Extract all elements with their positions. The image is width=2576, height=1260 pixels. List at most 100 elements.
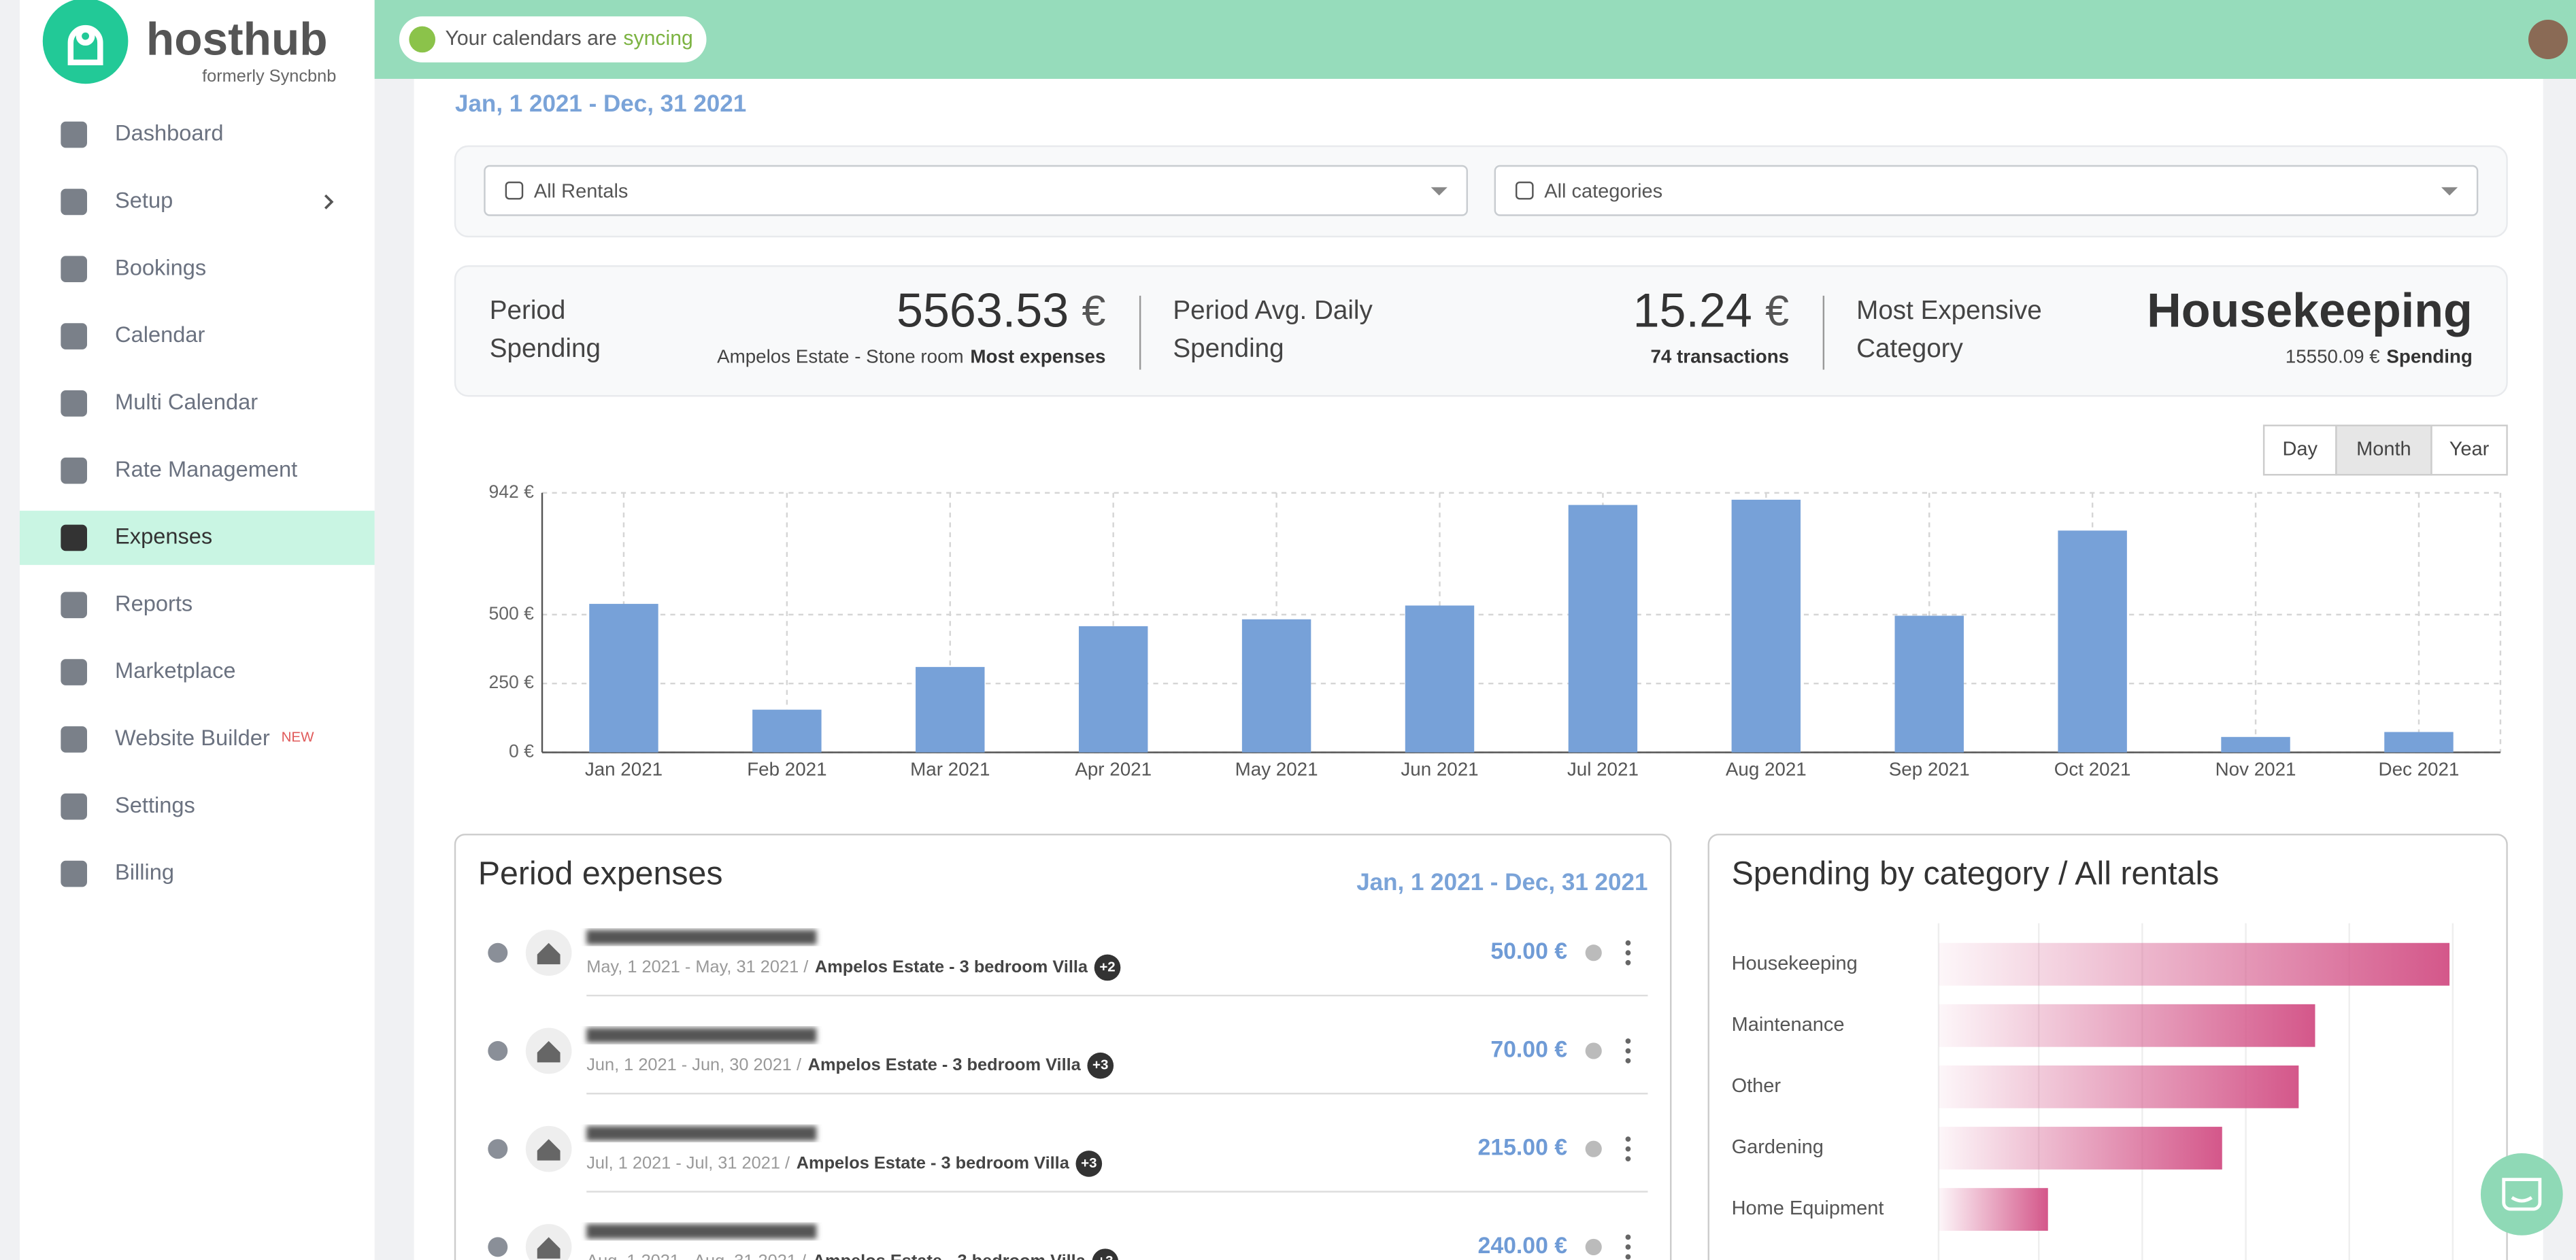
nav-icon	[61, 323, 88, 350]
nav-label: Reports	[115, 590, 193, 615]
nav-item[interactable]: Multi Calendar	[61, 389, 258, 417]
category-icon[interactable]	[1585, 944, 1602, 961]
nav-label: Calendar	[115, 322, 205, 347]
menu-dot[interactable]	[1625, 940, 1631, 946]
select-icon	[505, 181, 524, 200]
category-icon[interactable]	[1585, 1140, 1602, 1157]
expense-rental: Ampelos Estate - 3 bedroom Villa	[813, 1251, 1086, 1260]
bar	[2221, 736, 2290, 753]
menu-dot[interactable]	[1625, 1244, 1631, 1250]
toggle-button[interactable]	[2335, 424, 2432, 476]
y-tick-label: 500 €	[488, 603, 534, 624]
blurred-title	[586, 930, 817, 945]
avatar[interactable]	[2528, 19, 2568, 59]
date-range: Jan, 1 2021 - Dec, 31 2021	[455, 90, 746, 117]
extra-badge	[1087, 1052, 1114, 1079]
expense-rental: Ampelos Estate - 3 bedroom Villa	[808, 1055, 1082, 1074]
menu-dot[interactable]	[1625, 1234, 1631, 1240]
sync-pill	[399, 16, 707, 63]
toggle-button[interactable]	[2430, 424, 2508, 476]
stat-note-text: Ampelos Estate - Stone room	[717, 346, 964, 367]
nav-item[interactable]: Billing	[61, 859, 174, 887]
menu-dot[interactable]	[1625, 1136, 1631, 1142]
rental-icon	[537, 1237, 561, 1259]
menu-dot[interactable]	[1625, 1146, 1631, 1152]
extra-badge	[1094, 954, 1121, 981]
bar	[1938, 942, 2450, 986]
stat-value: 5563.53 €	[897, 284, 1105, 337]
bar	[1405, 605, 1475, 753]
select-caret	[1431, 187, 1448, 196]
chat-button[interactable]	[2480, 1153, 2563, 1236]
nav-item[interactable]: Marketplace	[61, 658, 236, 685]
menu-dot[interactable]	[1625, 1058, 1631, 1063]
rental-icon	[537, 1040, 561, 1063]
nav-label: Expenses	[115, 524, 212, 549]
bullet	[488, 942, 508, 963]
expense-amount: 50.00 €	[1490, 938, 1567, 964]
bar	[1894, 615, 1964, 753]
nav-item[interactable]: Reports	[61, 590, 193, 619]
bar	[1241, 619, 1311, 753]
nav-badge: NEW	[282, 729, 314, 745]
category-icon[interactable]	[1585, 1042, 1602, 1059]
toggle-button[interactable]	[2262, 424, 2337, 476]
nav-item[interactable]: Settings	[61, 792, 195, 820]
select[interactable]	[484, 165, 1468, 216]
x-tick-label: Mar 2021	[910, 758, 990, 779]
bullet	[488, 1237, 508, 1257]
sync-label: Your calendars are	[446, 27, 617, 50]
bar	[2384, 732, 2454, 753]
bar	[2058, 530, 2127, 753]
nav-item[interactable]: Setup	[61, 188, 334, 216]
stat-note: 74 transactions	[1650, 346, 1789, 367]
rental-icon	[537, 1139, 561, 1161]
x-tick-label: Dec 2021	[2379, 758, 2460, 779]
nav-label: Rate Management	[115, 456, 297, 481]
menu-dot[interactable]	[1625, 1038, 1631, 1044]
nav-item[interactable]: Rate Management	[61, 456, 297, 484]
x-tick-label: Jun 2021	[1401, 758, 1478, 779]
category-label: Gardening	[1732, 1136, 1824, 1158]
nav-icon	[61, 256, 88, 283]
menu-dot[interactable]	[1625, 1048, 1631, 1054]
panel-title: Spending by category / All rentals	[1732, 855, 2220, 891]
expense-amount: 240.00 €	[1478, 1233, 1568, 1259]
menu-dot[interactable]	[1625, 1254, 1631, 1260]
bar	[589, 604, 658, 753]
expense-meta: Jun, 1 2021 - Jun, 30 2021 / Ampelos Esta…	[586, 1055, 1081, 1074]
menu-dot[interactable]	[1625, 950, 1631, 956]
category-icon[interactable]	[1585, 1238, 1602, 1255]
nav-label: Setup	[115, 188, 173, 213]
nav-item[interactable]: Expenses	[19, 511, 375, 565]
expense-amount: 215.00 €	[1478, 1135, 1568, 1161]
chevron	[324, 194, 334, 209]
bar	[1078, 626, 1148, 753]
blurred-title	[586, 1224, 817, 1239]
stat-note-strong: 74 transactions	[1650, 346, 1789, 367]
category-label: Maintenance	[1732, 1014, 1845, 1036]
expense-meta: May, 1 2021 - May, 31 2021 / Ampelos Esta…	[586, 957, 1088, 976]
nav-item[interactable]: Website Builder NEW	[61, 725, 314, 753]
y-tick-label: 942 €	[488, 481, 534, 502]
stat-value: Housekeeping	[2147, 284, 2473, 337]
rental-icon	[537, 942, 561, 965]
x-tick-label: Aug 2021	[1726, 758, 1807, 779]
menu-dot[interactable]	[1625, 1156, 1631, 1162]
expense-dates: Jun, 1 2021 - Jun, 30 2021 /	[586, 1055, 802, 1074]
stat-label: Spending	[490, 334, 601, 363]
nav-item[interactable]: Bookings	[61, 254, 206, 283]
menu-dot[interactable]	[1625, 959, 1631, 966]
nav-item[interactable]: Dashboard	[61, 120, 223, 148]
select-icon	[1516, 181, 1534, 200]
logo-icon	[67, 24, 103, 66]
bar	[752, 709, 822, 753]
extra-badge	[1092, 1248, 1118, 1260]
stat-note: Ampelos Estate - Stone room Most expenses	[717, 346, 1105, 367]
select-caret	[2441, 187, 2458, 196]
y-tick-label: 0 €	[509, 740, 534, 761]
select[interactable]	[1494, 165, 2479, 216]
nav-icon	[61, 390, 88, 417]
stat-note-strong: Most expenses	[970, 346, 1105, 367]
nav-item[interactable]: Calendar	[61, 322, 205, 350]
